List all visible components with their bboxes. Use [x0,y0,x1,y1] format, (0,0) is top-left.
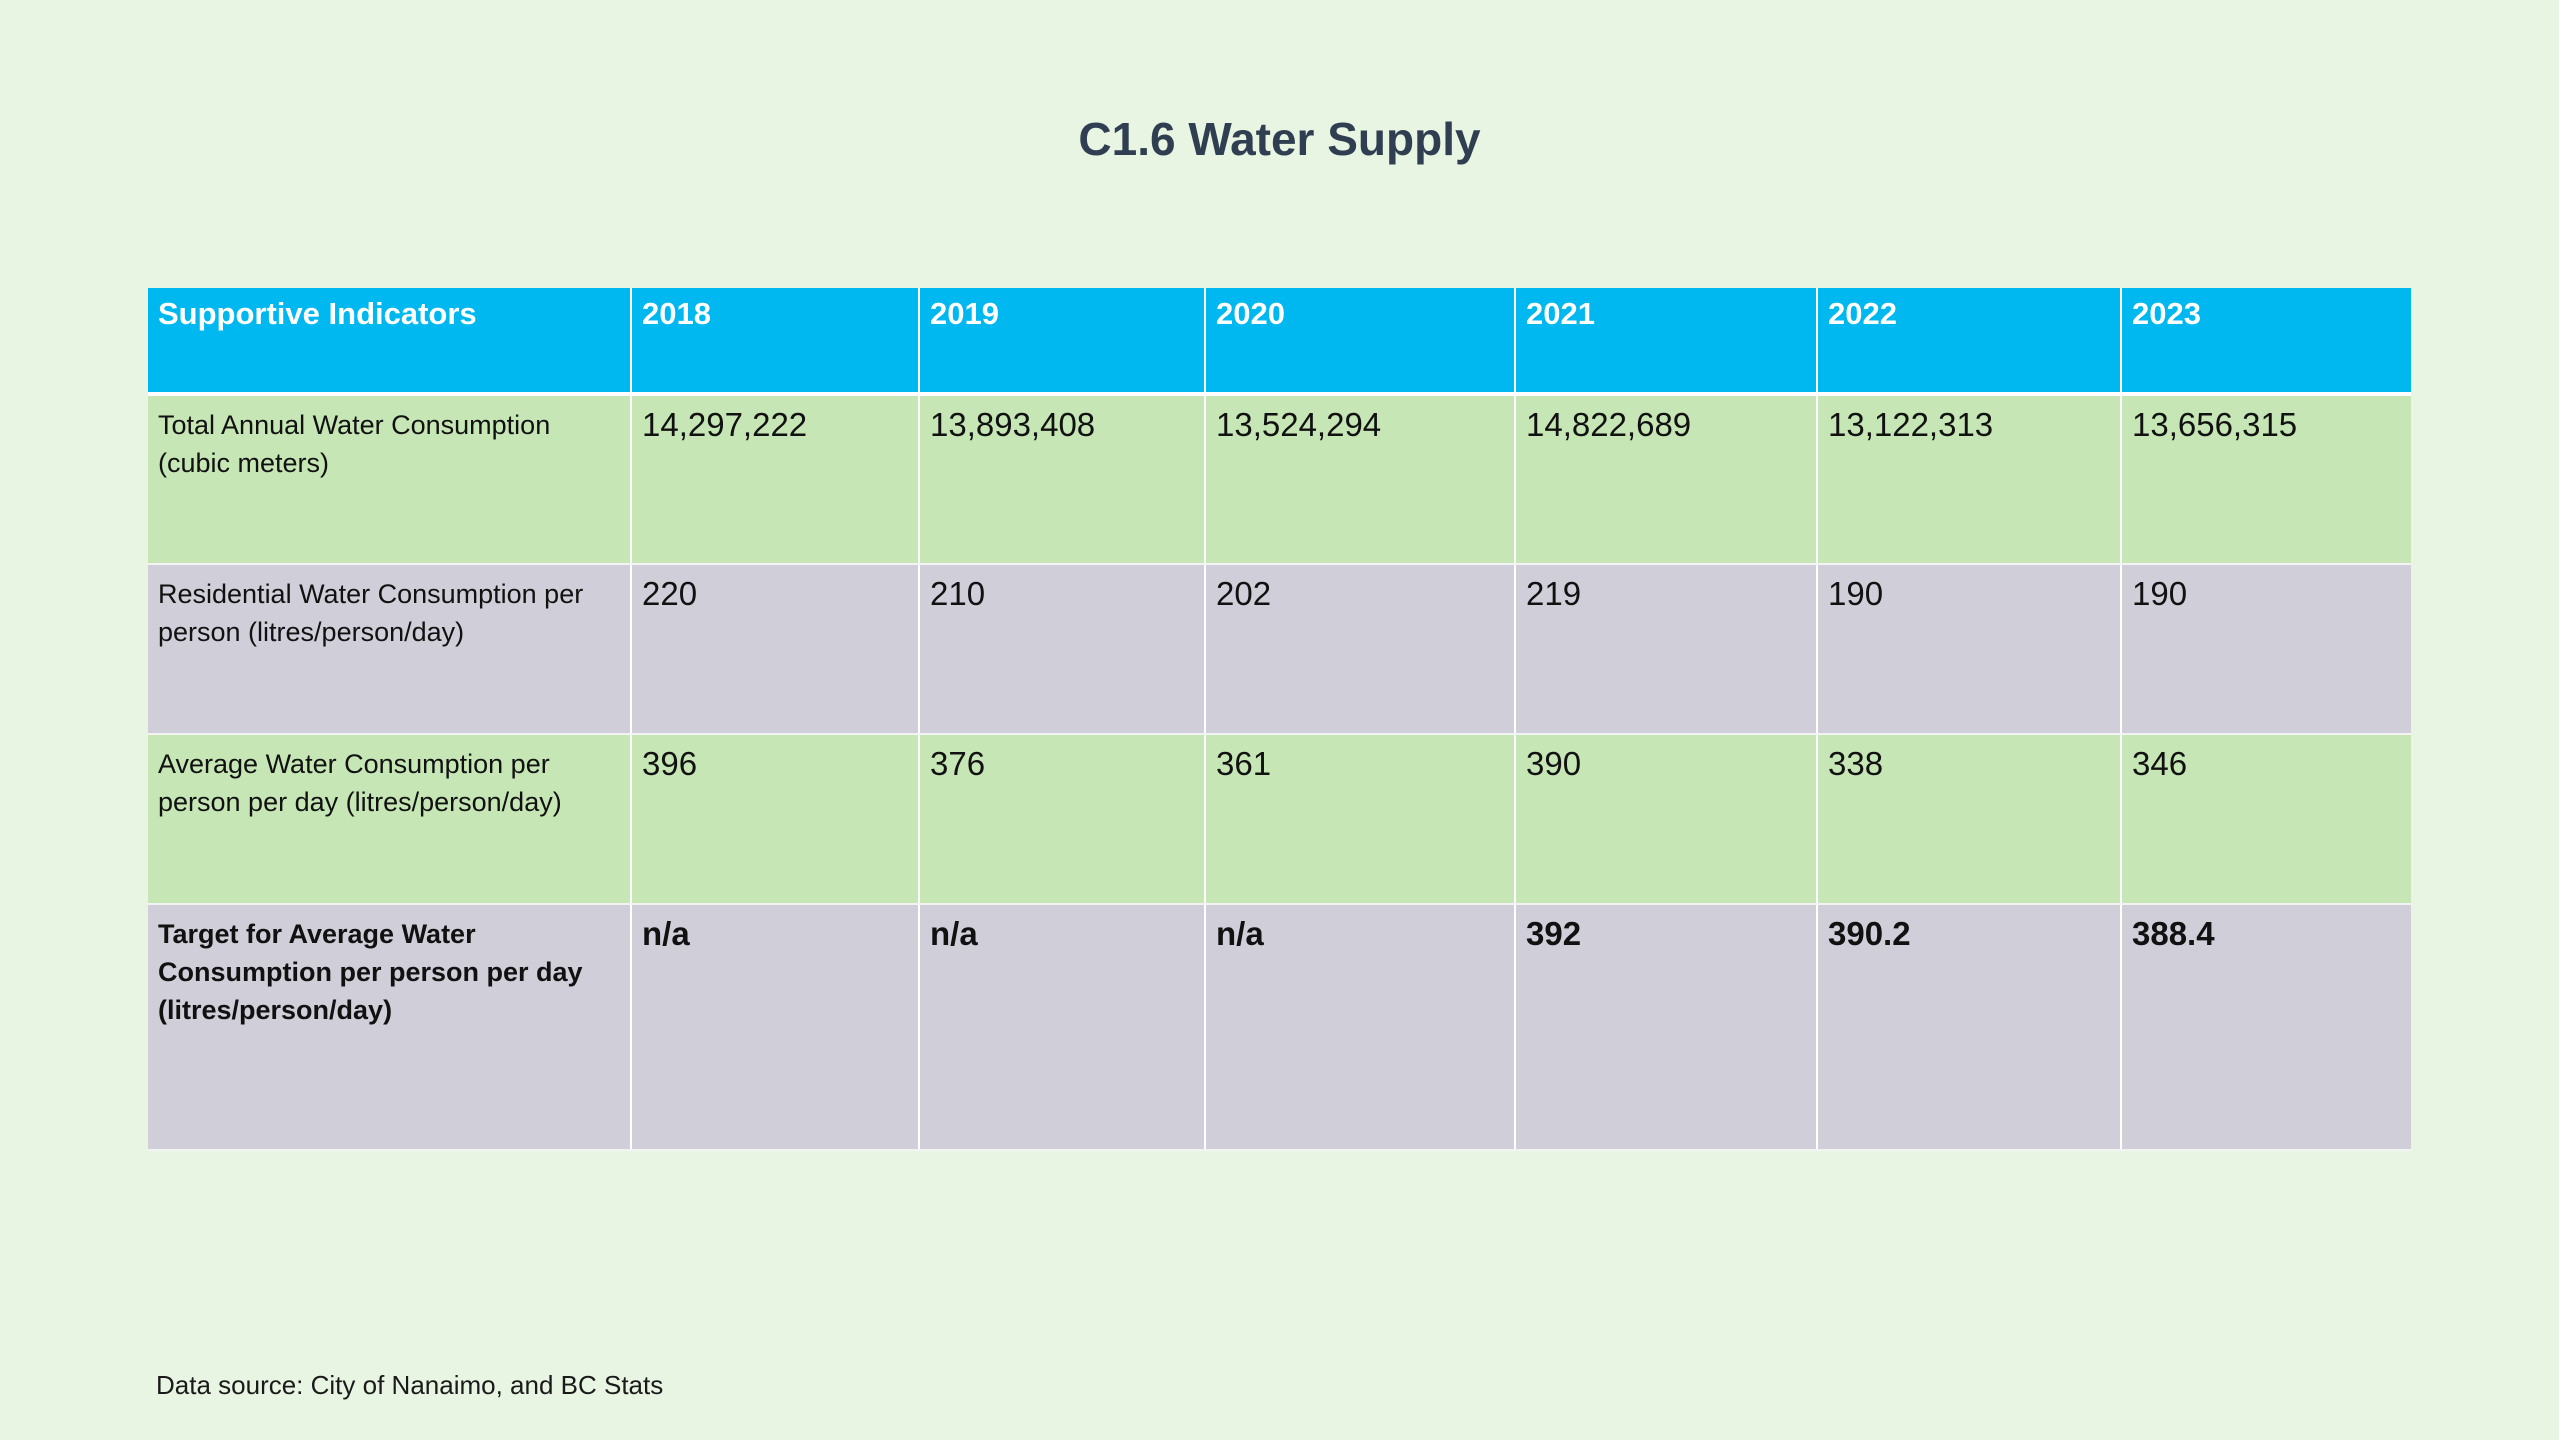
cell-value: 376 [918,734,1205,905]
table-row-target-consumption: Target for Average Water Consumption per… [148,904,2411,1151]
cell-value: 392 [1514,904,1817,1151]
cell-value: 14,297,222 [630,394,919,565]
row-label: Total Annual Water Consumption (cubic me… [148,394,631,565]
cell-value: 338 [1816,734,2121,905]
cell-value: 14,822,689 [1514,394,1817,565]
cell-value: n/a [630,904,919,1151]
page-title: C1.6 Water Supply [1078,113,1481,165]
cell-value: 13,524,294 [1204,394,1515,565]
cell-value: 390 [1514,734,1817,905]
header-year-2021: 2021 [1514,288,1817,396]
table-row-residential-consumption: Residential Water Consumption per person… [148,564,2411,735]
header-year-2019: 2019 [918,288,1205,396]
cell-value: 190 [1816,564,2121,735]
cell-value: 390.2 [1816,904,2121,1151]
table-header-row: Supportive Indicators 2018 2019 2020 202… [148,288,2411,396]
cell-value: 220 [630,564,919,735]
cell-value: 219 [1514,564,1817,735]
cell-value: 13,656,315 [2120,394,2411,565]
cell-value: 202 [1204,564,1515,735]
cell-value: 388.4 [2120,904,2411,1151]
row-label: Residential Water Consumption per person… [148,564,631,735]
row-label: Average Water Consumption per person per… [148,734,631,905]
cell-value: 13,122,313 [1816,394,2121,565]
header-indicator: Supportive Indicators [148,288,631,396]
cell-value: 210 [918,564,1205,735]
header-year-2018: 2018 [630,288,919,396]
table-row-total-consumption: Total Annual Water Consumption (cubic me… [148,394,2411,565]
header-year-2020: 2020 [1204,288,1515,396]
cell-value: n/a [918,904,1205,1151]
data-source-note: Data source: City of Nanaimo, and BC Sta… [156,1370,664,1400]
cell-value: 13,893,408 [918,394,1205,565]
header-year-2022: 2022 [1816,288,2121,396]
row-label: Target for Average Water Consumption per… [148,904,631,1151]
cell-value: n/a [1204,904,1515,1151]
cell-value: 346 [2120,734,2411,905]
water-supply-table: Supportive Indicators 2018 2019 2020 202… [148,288,2411,1151]
cell-value: 396 [630,734,919,905]
header-year-2023: 2023 [2120,288,2411,396]
cell-value: 190 [2120,564,2411,735]
table-row-average-consumption: Average Water Consumption per person per… [148,734,2411,905]
cell-value: 361 [1204,734,1515,905]
